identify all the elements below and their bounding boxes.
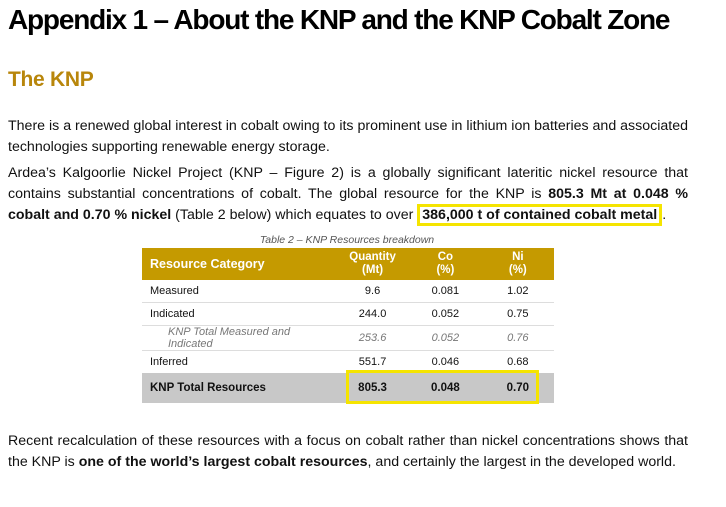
row-co: 0.052 bbox=[409, 325, 482, 351]
resource-paragraph-text-2: (Table 2 below) which equates to over bbox=[171, 207, 418, 223]
header-co: Co (%) bbox=[409, 248, 482, 280]
row-ni: 0.75 bbox=[481, 302, 554, 326]
table-row-measured-indicated-total: KNP Total Measured and Indicated 253.6 0… bbox=[142, 325, 554, 351]
header-ni: Ni (%) bbox=[481, 248, 554, 280]
table-header-row: Resource Category Quantity (Mt) Co (%) N… bbox=[142, 248, 554, 280]
table-row-measured: Measured 9.6 0.081 1.02 bbox=[142, 280, 554, 303]
row-category: KNP Total Resources bbox=[142, 373, 337, 403]
row-category: KNP Total Measured and Indicated bbox=[142, 325, 337, 351]
largest-cobalt-bold: one of the world’s largest cobalt resour… bbox=[78, 454, 368, 470]
header-quantity: Quantity (Mt) bbox=[336, 248, 410, 280]
resource-paragraph: Ardea’s Kalgoorlie Nickel Project (KNP –… bbox=[8, 163, 688, 226]
cobalt-metal-highlight: 386,000 t of contained cobalt metal bbox=[417, 204, 663, 226]
row-quantity: 244.0 bbox=[336, 302, 410, 326]
row-ni: 1.02 bbox=[481, 280, 554, 303]
table-caption: Table 2 – KNP Resources breakdown bbox=[259, 234, 435, 246]
row-quantity: 9.6 bbox=[336, 280, 410, 303]
header-ni-unit: (%) bbox=[508, 264, 527, 276]
row-ni: 0.76 bbox=[481, 325, 554, 351]
table-row-indicated: Indicated 244.0 0.052 0.75 bbox=[142, 302, 554, 326]
header-resource-category: Resource Category bbox=[142, 248, 337, 280]
header-quantity-label: Quantity bbox=[349, 251, 396, 263]
row-ni: 0.68 bbox=[507, 356, 529, 368]
row-co: 0.052 bbox=[409, 302, 482, 326]
row-ni: 0.70 bbox=[481, 373, 554, 403]
row-co: 0.081 bbox=[409, 280, 482, 303]
row-category: Measured bbox=[142, 280, 337, 303]
conclusion-text-1: Recent recalculation of these resources … bbox=[8, 433, 688, 470]
row-co: 0.048 bbox=[409, 373, 482, 403]
header-ni-label: Ni bbox=[512, 251, 524, 263]
resources-table: Resource Category Quantity (Mt) Co (%) N… bbox=[142, 248, 554, 403]
row-quantity: 551.7 bbox=[358, 356, 387, 368]
resource-grade-bold: 805.3 Mt at 0.048 % cobalt and 0.70 % ni… bbox=[8, 186, 688, 223]
row-category: Inferred bbox=[150, 356, 188, 368]
conclusion-paragraph: Recent recalculation of these resources … bbox=[8, 431, 688, 473]
conclusion-text-2: , and certainly the largest in the devel… bbox=[367, 454, 676, 470]
header-quantity-unit: (Mt) bbox=[362, 264, 384, 276]
header-co-label: Co bbox=[437, 251, 454, 263]
resource-paragraph-text-3: . bbox=[662, 207, 667, 223]
section-heading: The KNP bbox=[8, 68, 94, 91]
row-quantity: 805.3 bbox=[336, 373, 410, 403]
resource-paragraph-text-1: Ardea’s Kalgoorlie Nickel Project (KNP –… bbox=[8, 165, 688, 202]
page-title: Appendix 1 – About the KNP and the KNP C… bbox=[8, 4, 671, 35]
header-co-unit: (%) bbox=[436, 264, 455, 276]
row-quantity: 253.6 bbox=[336, 325, 410, 351]
table-row-inferred: Inferred 551.7 0.046 0.68 bbox=[142, 351, 554, 374]
row-co: 0.046 bbox=[431, 356, 460, 368]
table-row-total-resources: KNP Total Resources 805.3 0.048 0.70 bbox=[142, 373, 554, 403]
intro-paragraph: There is a renewed global interest in co… bbox=[8, 118, 688, 155]
row-category: Indicated bbox=[142, 302, 337, 326]
